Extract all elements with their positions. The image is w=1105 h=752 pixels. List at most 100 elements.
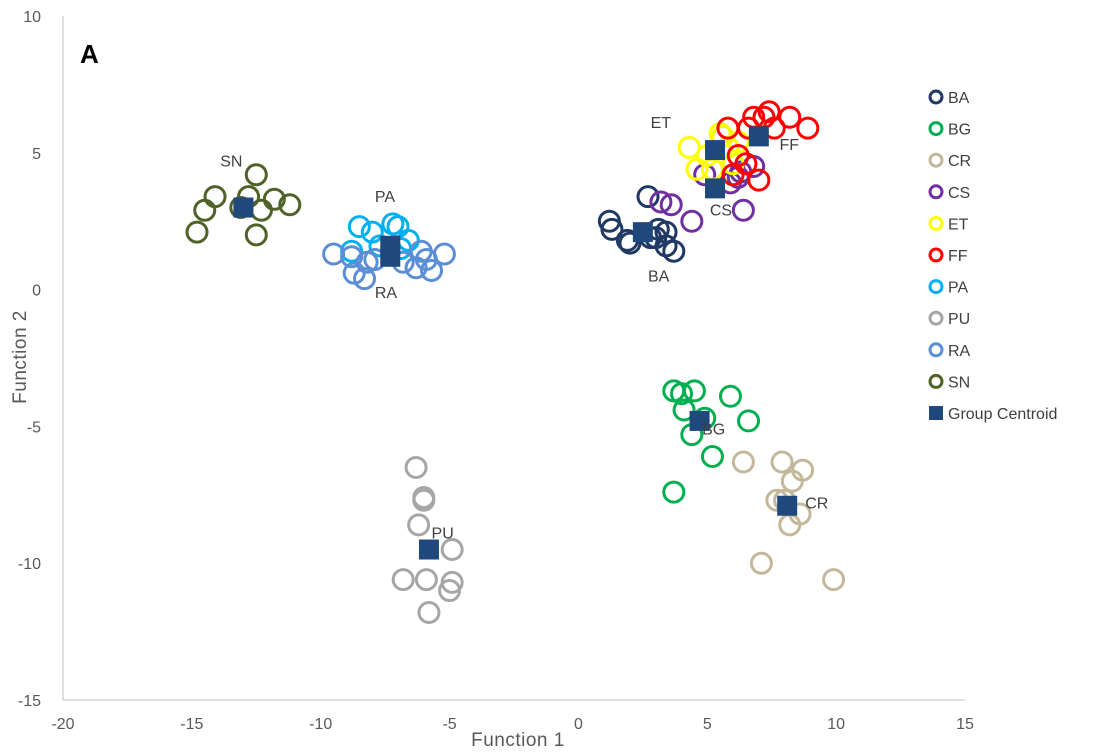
legend-marker-sn xyxy=(928,373,944,389)
centroid-ra xyxy=(380,246,401,267)
point-pu xyxy=(414,568,438,592)
annotation-bg: BG xyxy=(702,422,725,439)
centroid-ff xyxy=(748,126,769,147)
point-pu xyxy=(438,579,462,603)
centroid-ba xyxy=(632,222,653,243)
legend-marker-cr xyxy=(928,152,944,168)
centroid-cs xyxy=(705,178,726,199)
annotation-cr: CR xyxy=(805,495,828,512)
y-tick-label: -10 xyxy=(18,556,41,573)
point-sn xyxy=(244,163,268,187)
x-tick-labels: -20 -15 -10 -5 0 5 10 15 xyxy=(51,716,974,733)
legend-marker-ff xyxy=(928,247,944,263)
legend-label-centroid: Group Centroid xyxy=(948,406,1057,423)
x-tick-label: -5 xyxy=(442,716,456,733)
point-ra xyxy=(409,239,433,263)
annotation-pa: PA xyxy=(375,189,395,206)
point-ba xyxy=(654,220,678,244)
group-annotations: SN PA RA ET FF CS BA BG CR PU xyxy=(220,115,828,542)
point-bg xyxy=(662,480,686,504)
legend-label-ff: FF xyxy=(948,248,968,265)
point-bg xyxy=(718,384,742,408)
point-bg xyxy=(700,444,724,468)
legend-marker-cs xyxy=(928,184,944,200)
legend-label-bg: BG xyxy=(948,122,971,139)
legend-marker-ra xyxy=(928,342,944,358)
point-ff xyxy=(778,105,802,129)
x-tick-label: 5 xyxy=(703,716,712,733)
point-bg xyxy=(672,398,696,422)
y-tick-label: 5 xyxy=(32,146,41,163)
point-ba xyxy=(662,239,686,263)
y-tick-label: 0 xyxy=(32,283,41,300)
legend-marker-pu xyxy=(928,310,944,326)
point-cs xyxy=(659,193,683,217)
point-bg xyxy=(670,382,694,406)
y-axis-title: Function 2 xyxy=(10,310,31,404)
legend-marker-ba xyxy=(928,89,944,105)
annotation-et: ET xyxy=(651,115,672,132)
x-tick-label: -10 xyxy=(309,716,332,733)
point-ra xyxy=(432,242,456,266)
legend-label-et: ET xyxy=(948,216,969,233)
centroid-pu xyxy=(418,539,439,560)
y-tick-label: -15 xyxy=(18,693,41,710)
annotation-cs: CS xyxy=(710,203,732,220)
centroid-bg xyxy=(689,410,710,431)
point-cr xyxy=(731,450,755,474)
annotation-ff: FF xyxy=(779,137,799,154)
point-pu xyxy=(417,600,441,624)
point-pu xyxy=(440,538,464,562)
centroid-et xyxy=(705,140,726,161)
centroid-sn xyxy=(233,197,254,218)
annotation-sn: SN xyxy=(220,153,242,170)
legend-label-ra: RA xyxy=(948,343,971,360)
point-ra xyxy=(420,258,444,282)
legend-label-pa: PA xyxy=(948,280,968,297)
point-sn xyxy=(193,198,217,222)
point-cr xyxy=(770,450,794,474)
point-sn xyxy=(203,185,227,209)
point-et xyxy=(685,157,709,181)
legend-label-sn: SN xyxy=(948,374,970,391)
x-tick-label: -15 xyxy=(180,716,203,733)
legend-marker-pa xyxy=(928,279,944,295)
panel-label: A xyxy=(80,39,99,69)
legend: BA BG CR CS ET FF PA PU RA SN Group Centroid xyxy=(928,89,1057,423)
y-tick-label: 10 xyxy=(23,9,41,26)
point-pu xyxy=(404,455,428,479)
point-ff xyxy=(757,100,781,124)
point-ra xyxy=(340,245,364,269)
legend-label-cr: CR xyxy=(948,153,971,170)
annotation-ra: RA xyxy=(375,285,398,302)
point-cr xyxy=(749,551,773,575)
point-bg xyxy=(682,379,706,403)
point-ba xyxy=(636,185,660,209)
y-tick-label: -5 xyxy=(27,419,41,436)
point-pa xyxy=(347,215,371,239)
point-ff xyxy=(747,168,771,192)
legend-marker-bg xyxy=(928,121,944,137)
point-ba xyxy=(600,217,624,241)
point-ba xyxy=(618,231,642,255)
point-bg xyxy=(737,409,761,433)
legend-label-pu: PU xyxy=(948,311,970,328)
point-pu xyxy=(407,513,431,537)
data-points xyxy=(185,100,846,624)
axes xyxy=(62,16,965,701)
point-ff xyxy=(721,163,745,187)
point-sn xyxy=(244,223,268,247)
point-sn xyxy=(185,220,209,244)
x-tick-label: 0 xyxy=(574,716,583,733)
point-sn xyxy=(278,193,302,217)
legend-label-ba: BA xyxy=(948,90,970,107)
legend-marker-et xyxy=(928,215,944,231)
x-axis-title: Function 1 xyxy=(471,730,565,751)
legend-marker-centroid xyxy=(929,406,943,420)
centroid-markers xyxy=(233,126,798,560)
x-tick-label: -20 xyxy=(51,716,74,733)
point-cr xyxy=(780,469,804,493)
centroid-cr xyxy=(777,495,798,516)
x-tick-label: 15 xyxy=(956,716,974,733)
